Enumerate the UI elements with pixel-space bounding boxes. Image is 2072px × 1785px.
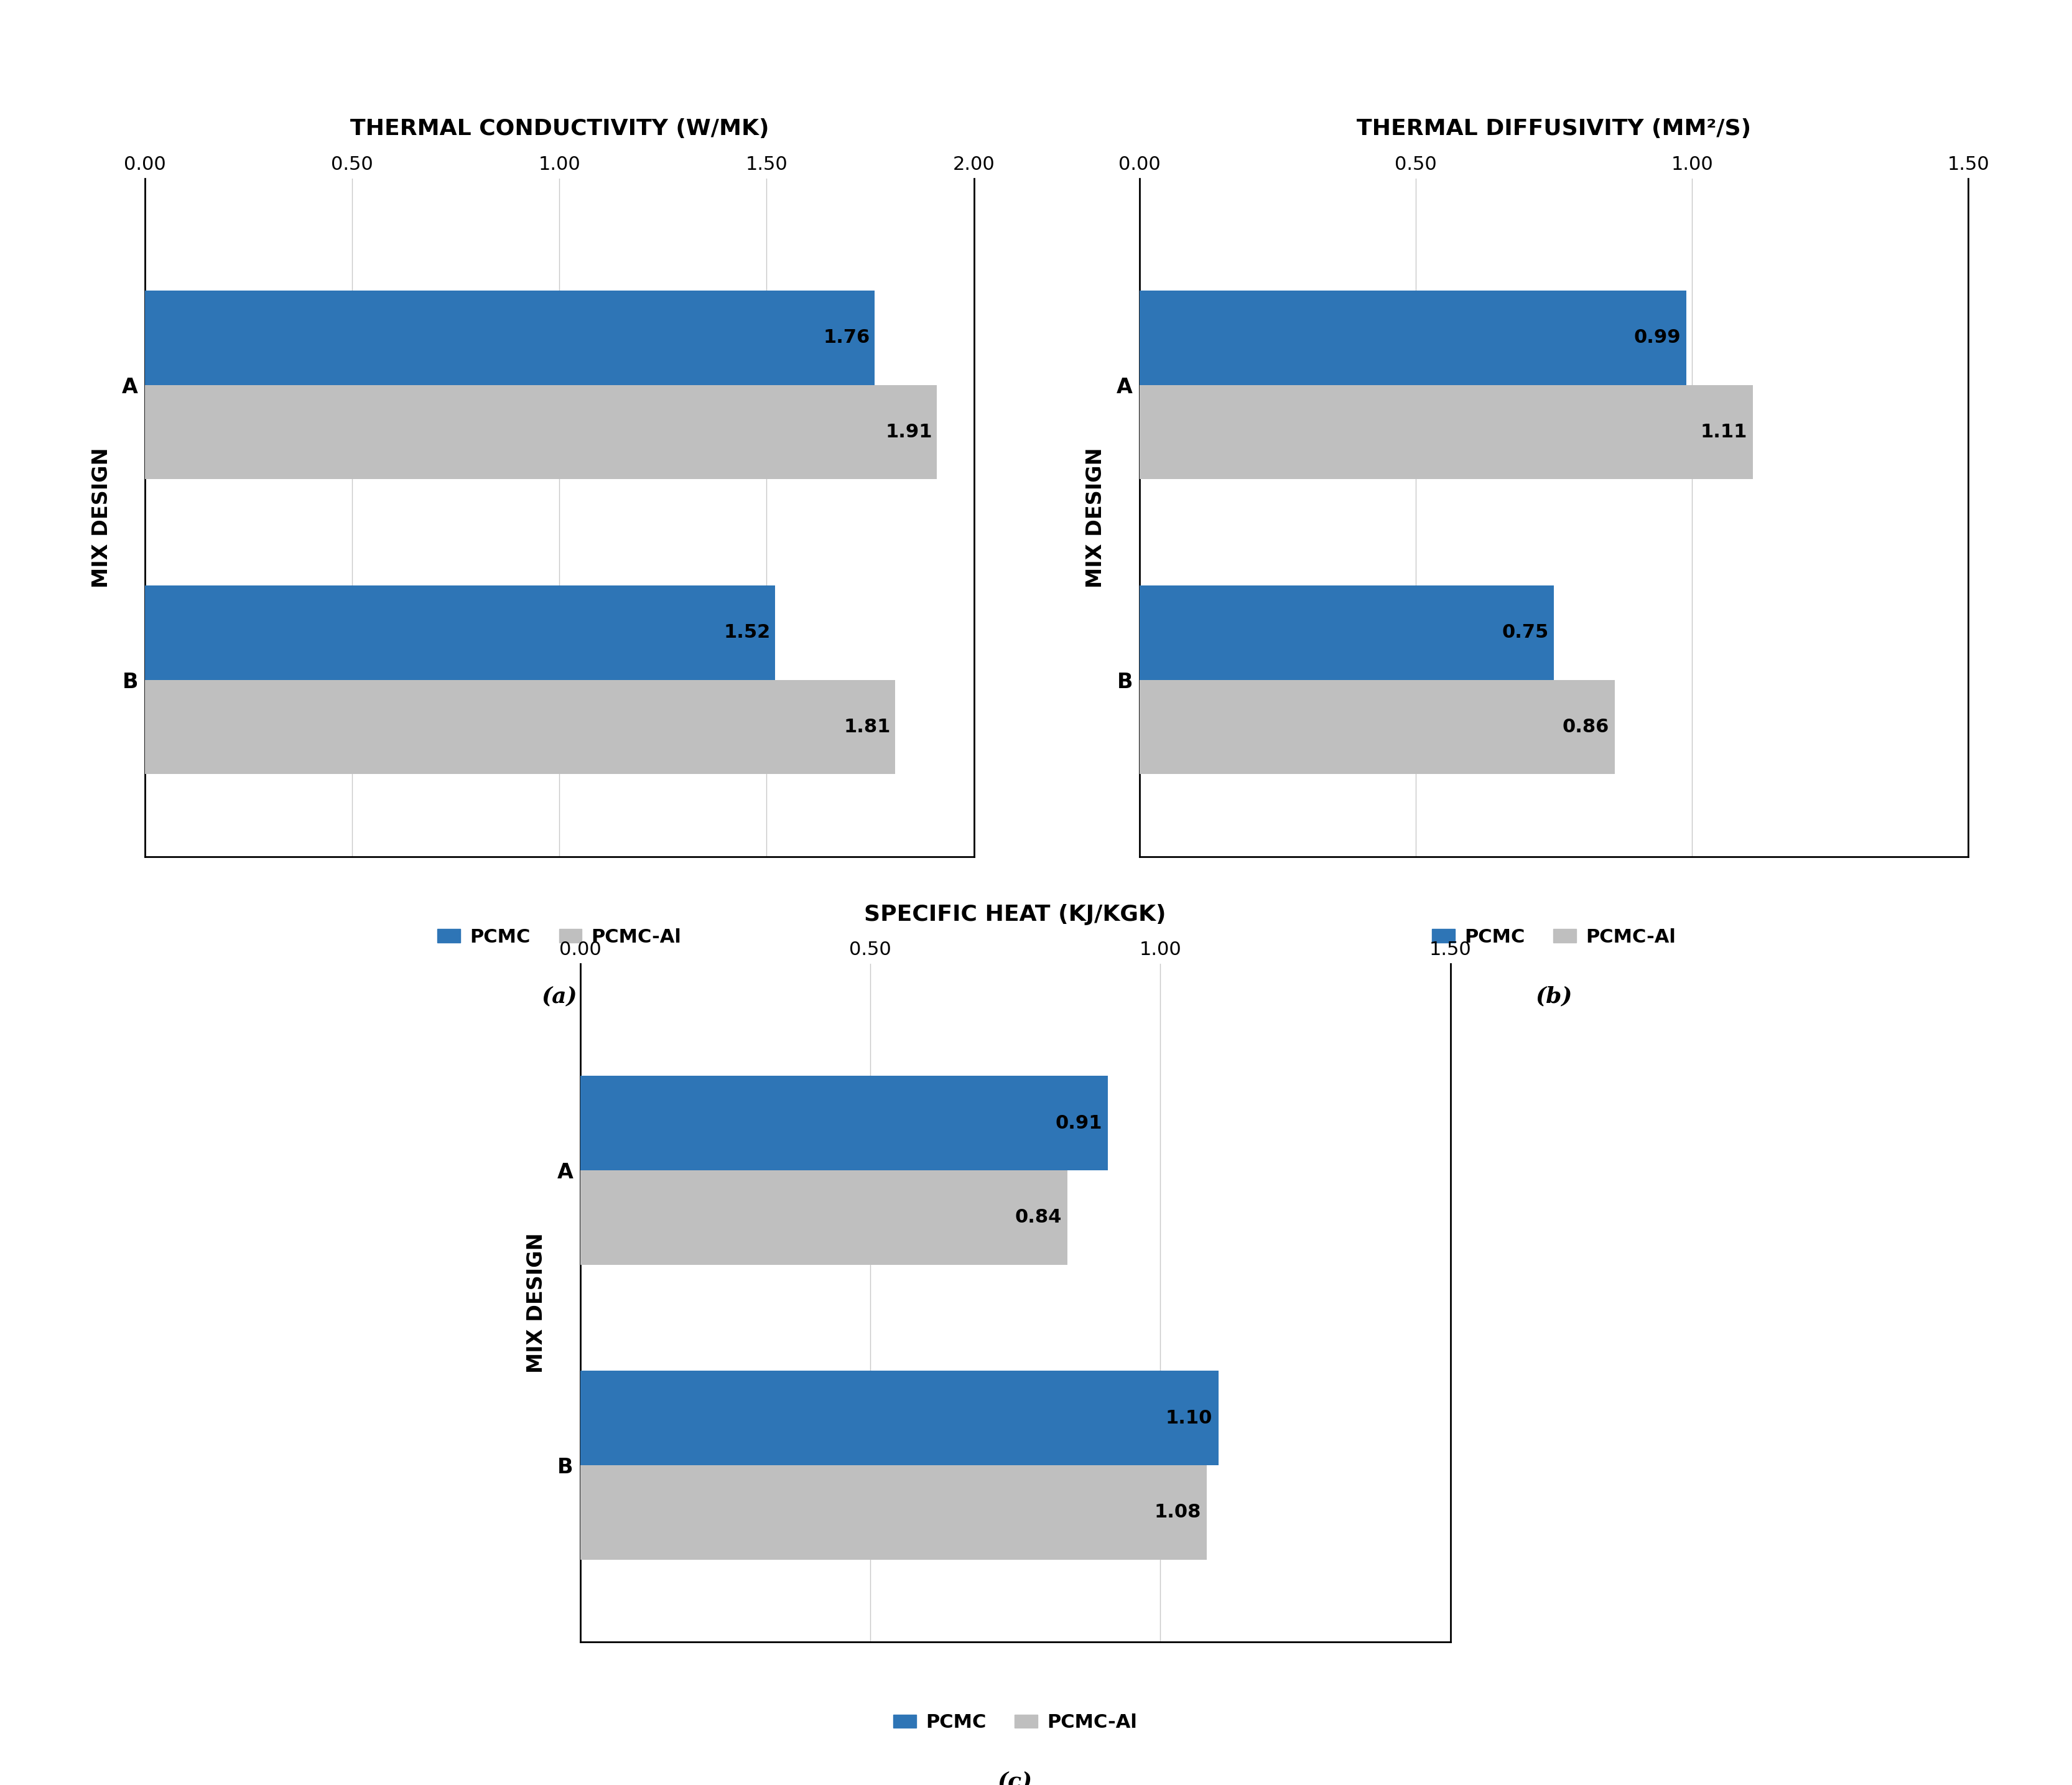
Bar xyxy=(1140,680,1614,775)
Bar xyxy=(580,1465,1206,1560)
Text: 0.86: 0.86 xyxy=(1562,718,1610,735)
Bar xyxy=(145,680,895,775)
Text: 0.84: 0.84 xyxy=(1015,1208,1061,1226)
Title: SPECIFIC HEAT (KJ/KGK): SPECIFIC HEAT (KJ/KGK) xyxy=(864,903,1167,925)
Legend: PCMC, PCMC-Al: PCMC, PCMC-Al xyxy=(429,921,690,953)
Text: 1.52: 1.52 xyxy=(723,623,771,641)
Text: 0.91: 0.91 xyxy=(1055,1114,1102,1132)
Y-axis label: MIX DESIGN: MIX DESIGN xyxy=(526,1233,547,1373)
Bar xyxy=(145,386,937,480)
Text: 1.76: 1.76 xyxy=(823,328,870,346)
Text: 0.75: 0.75 xyxy=(1502,623,1548,641)
Text: 1.91: 1.91 xyxy=(885,423,932,441)
Bar xyxy=(1140,585,1554,680)
Title: THERMAL CONDUCTIVITY (W/MK): THERMAL CONDUCTIVITY (W/MK) xyxy=(350,118,769,139)
Text: (b): (b) xyxy=(1535,985,1573,1007)
Bar xyxy=(580,1171,1067,1266)
Bar xyxy=(1140,386,1753,480)
Bar xyxy=(145,291,874,386)
Legend: PCMC, PCMC-Al: PCMC, PCMC-Al xyxy=(885,1706,1146,1739)
Bar xyxy=(580,1371,1218,1465)
Bar xyxy=(1140,291,1687,386)
Bar xyxy=(580,1076,1109,1171)
Y-axis label: MIX DESIGN: MIX DESIGN xyxy=(91,448,112,587)
Y-axis label: MIX DESIGN: MIX DESIGN xyxy=(1086,448,1106,587)
Legend: PCMC, PCMC-Al: PCMC, PCMC-Al xyxy=(1423,921,1685,953)
Text: 0.99: 0.99 xyxy=(1635,328,1680,346)
Text: 1.81: 1.81 xyxy=(843,718,891,735)
Text: 1.11: 1.11 xyxy=(1701,423,1747,441)
Title: THERMAL DIFFUSIVITY (MM²/S): THERMAL DIFFUSIVITY (MM²/S) xyxy=(1357,118,1751,139)
Text: 1.10: 1.10 xyxy=(1167,1408,1212,1426)
Text: (a): (a) xyxy=(541,985,578,1007)
Text: 1.08: 1.08 xyxy=(1154,1503,1202,1521)
Text: (c): (c) xyxy=(999,1771,1032,1785)
Bar xyxy=(145,585,775,680)
